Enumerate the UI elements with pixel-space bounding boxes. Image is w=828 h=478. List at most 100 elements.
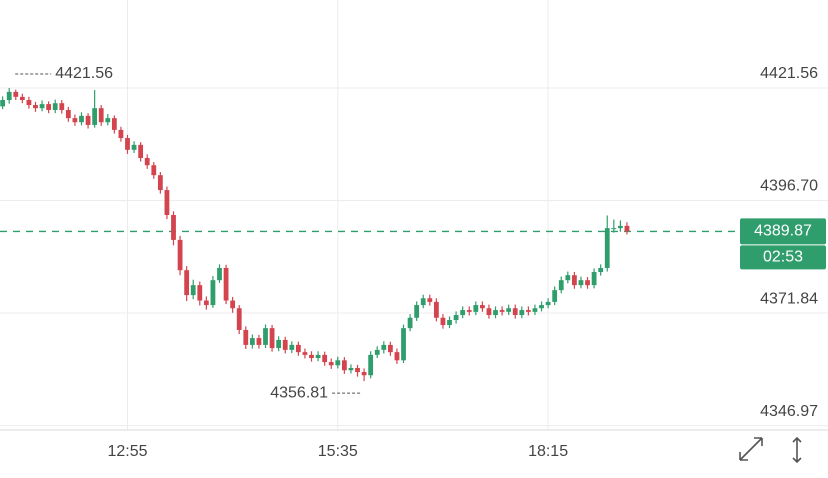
candle-body xyxy=(578,280,584,286)
candle-body xyxy=(532,308,538,312)
candle-body xyxy=(157,175,163,191)
candle-body xyxy=(447,320,452,325)
candle-body xyxy=(171,215,176,240)
last-price-label: 4389.87 xyxy=(754,223,812,240)
candle-body xyxy=(6,91,12,101)
countdown-box xyxy=(740,245,826,270)
candle-body xyxy=(401,328,406,361)
y-tick-label: 4371.84 xyxy=(760,290,818,307)
candle-body xyxy=(348,367,354,371)
candle-body xyxy=(177,239,183,271)
candle-body xyxy=(289,344,295,350)
candle-body xyxy=(322,354,328,363)
candle-body xyxy=(79,115,84,123)
candle-body xyxy=(59,103,65,110)
low-label: 4356.81 xyxy=(270,384,328,401)
candle-body xyxy=(85,115,91,125)
candle-body xyxy=(269,328,275,349)
candle-body xyxy=(341,360,347,371)
candle-body xyxy=(197,285,203,301)
candle-body xyxy=(13,91,19,97)
candle-body xyxy=(295,344,301,353)
candle-body xyxy=(164,190,170,215)
candle-body xyxy=(217,267,222,281)
candle-body xyxy=(309,354,314,359)
candle-body xyxy=(256,338,262,345)
candle-body xyxy=(92,108,98,125)
candle-body xyxy=(506,308,512,312)
candle-body xyxy=(440,317,446,325)
candle-body xyxy=(368,354,374,376)
candle-body xyxy=(223,267,229,301)
candle-body xyxy=(479,305,485,309)
candle-body xyxy=(138,144,144,158)
candle-body xyxy=(374,349,380,355)
candle-body xyxy=(0,100,6,107)
candle-body xyxy=(125,138,130,150)
candle-body xyxy=(519,310,525,316)
candle-body xyxy=(315,354,321,359)
candle-body xyxy=(184,270,190,296)
candle-body xyxy=(394,352,400,361)
candle-body xyxy=(453,315,459,321)
candle-body xyxy=(105,118,111,123)
candle-body xyxy=(414,305,420,318)
candle-body xyxy=(111,118,117,130)
candle-body xyxy=(512,308,518,316)
candle-body xyxy=(611,228,617,230)
candle-body xyxy=(486,308,492,316)
candle-body xyxy=(381,344,387,350)
candle-body xyxy=(466,310,472,312)
candle-body xyxy=(26,100,32,106)
candle-body xyxy=(210,280,216,306)
candle-body xyxy=(539,305,544,309)
candle-body xyxy=(499,310,505,312)
candle-body xyxy=(33,105,38,109)
candle-body xyxy=(52,103,58,110)
countdown-label: 02:53 xyxy=(763,249,803,266)
y-tick-label: 4346.97 xyxy=(760,403,818,420)
candle-body xyxy=(571,275,577,286)
candle-body xyxy=(585,280,590,286)
candle-body xyxy=(282,339,288,350)
candle-body xyxy=(65,109,71,119)
scale-icon[interactable] xyxy=(792,436,802,464)
plot: 4346.97 4371.84 4396.70 4421.56 12:55 15:35 18… xyxy=(0,0,828,460)
expand-icon[interactable] xyxy=(739,437,763,461)
candle-body xyxy=(552,290,558,302)
candle-body xyxy=(604,228,610,268)
x-tick-label: 18:15 xyxy=(528,443,568,460)
candle-body xyxy=(236,308,242,330)
candle-body xyxy=(98,108,104,123)
candle-body xyxy=(525,310,531,312)
candle-body xyxy=(460,310,466,316)
candle-body xyxy=(387,344,393,353)
candle-body xyxy=(249,338,255,345)
candle-body xyxy=(361,372,367,376)
candle-body xyxy=(118,129,124,139)
candle-body xyxy=(151,165,157,176)
y-tick-label: 4421.56 xyxy=(760,65,818,82)
candle-body xyxy=(243,329,249,345)
candle-body xyxy=(263,328,268,345)
candle-body xyxy=(144,157,150,166)
candle-body xyxy=(46,104,52,110)
last-price-box xyxy=(740,218,826,245)
candle-body xyxy=(407,317,413,329)
candle-body xyxy=(131,144,137,150)
candle-body xyxy=(39,104,45,109)
candle-body xyxy=(302,352,308,355)
candle-body xyxy=(598,267,604,273)
candle-body xyxy=(624,225,630,232)
candle-body xyxy=(591,272,597,286)
candle-body xyxy=(230,300,236,309)
candle-body xyxy=(617,225,623,229)
candle-body xyxy=(558,280,564,291)
candle-body xyxy=(190,285,196,296)
x-tick-label: 12:55 xyxy=(107,443,147,460)
y-tick-label: 4396.70 xyxy=(760,178,818,195)
candle-body xyxy=(19,96,25,101)
candle-body xyxy=(335,360,341,366)
candle-body xyxy=(427,298,433,302)
